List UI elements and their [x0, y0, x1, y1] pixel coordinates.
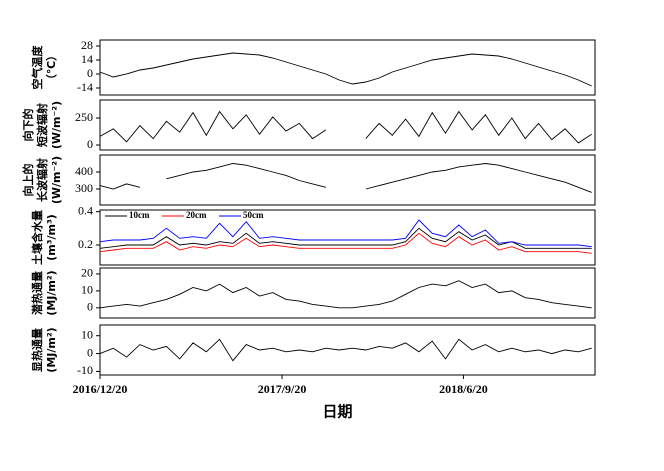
- y-axis-label: 显热通量: [30, 328, 44, 372]
- y-axis-label: （℃）: [45, 50, 58, 85]
- y-axis-label: 向下的: [21, 109, 35, 142]
- y-tick-label: 0: [87, 300, 93, 314]
- y-tick-label: 0.2: [78, 237, 93, 251]
- y-tick-label: -14: [77, 80, 93, 94]
- y-axis-label: 长波辐射: [35, 158, 49, 202]
- y-tick-label: 20: [81, 266, 93, 280]
- data-line: [99, 338, 592, 362]
- x-tick-label: 2018/6/20: [439, 382, 488, 396]
- legend-label: 50cm: [243, 210, 264, 220]
- y-tick-label: 300: [75, 181, 93, 195]
- x-tick-label: 2017/9/20: [258, 382, 307, 396]
- y-axis-label: (m³/m³): [45, 214, 58, 261]
- y-axis-label: (MJ/m²): [45, 327, 58, 372]
- y-axis-label: 土壤含水量: [30, 210, 44, 265]
- data-line: [99, 219, 592, 248]
- legend-label: 20cm: [186, 210, 207, 220]
- y-tick-label: 250: [75, 110, 93, 124]
- panel-frame: [99, 324, 596, 376]
- y-tick-label: 400: [75, 164, 93, 178]
- y-axis-label: 向上的: [21, 164, 35, 197]
- y-tick-label: 0: [87, 66, 93, 80]
- y-tick-label: 0: [87, 345, 93, 359]
- panel-frame: [99, 39, 596, 96]
- y-tick-label: 10: [81, 283, 93, 297]
- y-tick-label: -10: [77, 363, 93, 377]
- legend-label: 10cm: [129, 210, 150, 220]
- panel-frame: [99, 267, 596, 319]
- panel-frame: [99, 154, 596, 206]
- data-line: [99, 52, 592, 87]
- data-line: [99, 232, 592, 254]
- panel-frame: [99, 99, 596, 151]
- data-line: [99, 163, 592, 193]
- y-axis-label: (W/m⁻²): [50, 101, 63, 149]
- y-tick-label: 14: [81, 52, 93, 66]
- y-axis-label: (W/m⁻²): [50, 156, 63, 204]
- y-tick-label: 0: [87, 137, 93, 151]
- data-line: [99, 227, 592, 249]
- x-tick-label: 2016/12/20: [73, 382, 128, 396]
- y-axis-label: 短波辐射: [35, 103, 49, 147]
- y-axis-label: 空气温度: [30, 45, 44, 90]
- y-tick-label: 28: [81, 38, 93, 52]
- y-tick-label: 10: [81, 327, 93, 341]
- data-line: [99, 280, 592, 309]
- y-axis-label: (MJ/m²): [45, 270, 58, 315]
- y-axis-label: 潜热通量: [30, 271, 44, 315]
- data-line: [99, 110, 592, 144]
- x-axis-label: 日期: [322, 403, 352, 421]
- panel-frame: [99, 209, 596, 266]
- y-tick-label: 0.4: [78, 203, 93, 217]
